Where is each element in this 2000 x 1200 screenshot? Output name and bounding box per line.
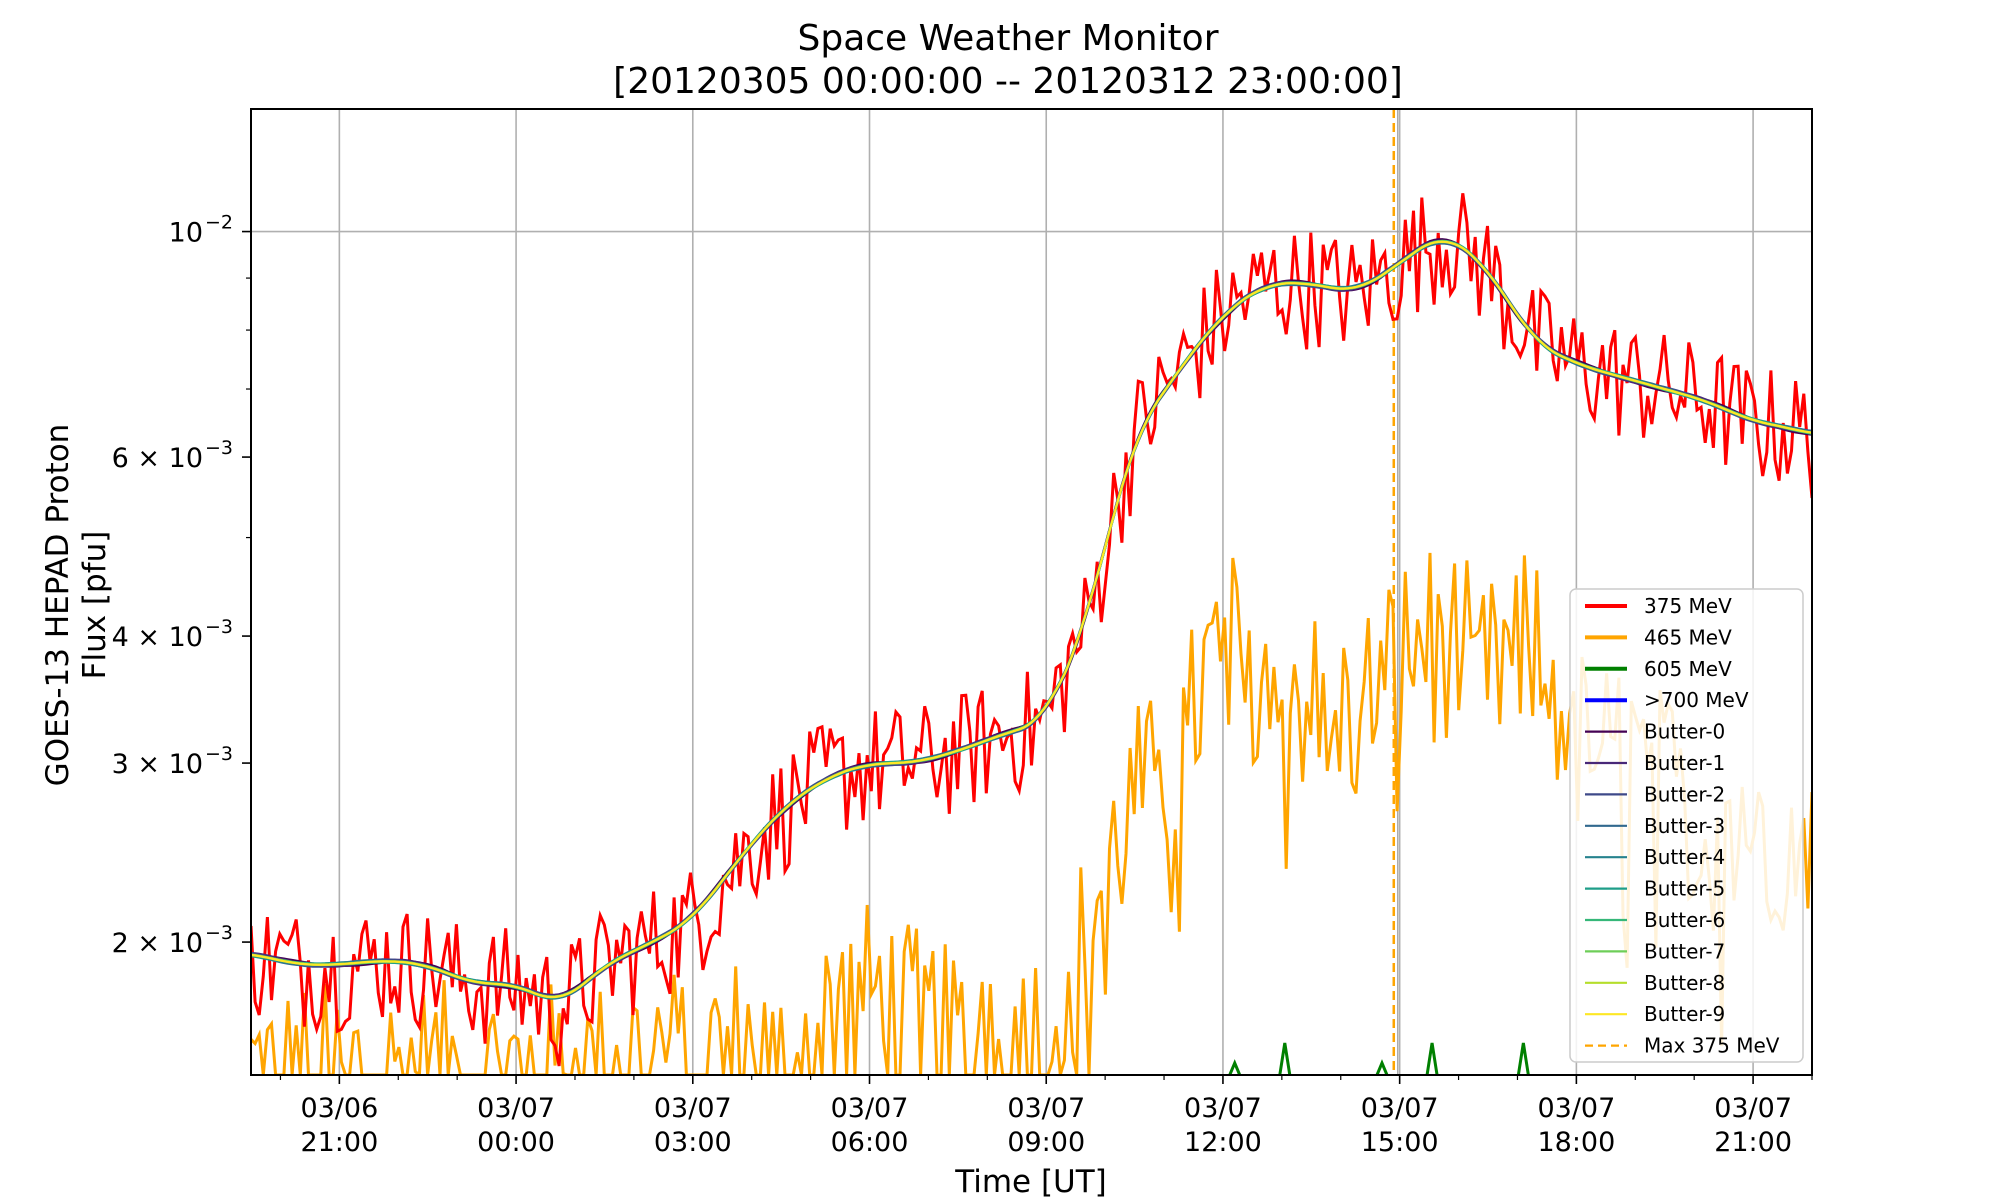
legend-label: 605 MeV [1644,657,1732,681]
y-tick-exponent: −3 [205,437,233,459]
y-tick-label: 10 [169,218,203,249]
series-605-mev-spike [1278,1042,1292,1075]
series-605-mev-spike [1425,1042,1439,1075]
y-tick-exponent: −2 [205,212,233,234]
legend-label: Butter-4 [1644,845,1725,869]
legend-label: Butter-2 [1644,782,1725,806]
legend-label: Butter-7 [1644,939,1725,963]
x-tick-label: 03/07 [1007,1093,1085,1124]
legend-label: Butter-1 [1644,751,1725,775]
x-tick-label: 03/07 [1537,1093,1615,1124]
y-tick-exponent: −3 [205,922,233,944]
legend-label: Butter-0 [1644,720,1725,744]
y-tick-label: 6 × 10 [112,443,203,474]
y-tick-label: 3 × 10 [112,749,203,780]
x-tick-label: 06:00 [831,1127,909,1158]
x-tick-label: 03/07 [1714,1093,1792,1124]
legend-box [1569,588,1804,1063]
series-605-mev-spike [1375,1059,1389,1075]
x-axis-label: Time [UT] [954,1164,1107,1200]
legend-label: Butter-8 [1644,971,1725,995]
x-tick-label: 03/07 [831,1093,909,1124]
legend-label: Butter-6 [1644,908,1725,932]
plot-frame [250,108,1813,1076]
y-tick-exponent: −3 [205,616,233,638]
x-tick-label: 03:00 [654,1127,732,1158]
series-605-mev-spike [1228,1059,1242,1075]
x-tick-label: 21:00 [300,1127,378,1158]
y-axis-ticks: 10 −26 × 10 −34 × 10 −33 × 10 −32 × 10 −3 [112,212,251,959]
legend: 375 MeV 465 MeV 605 MeV >700 MeV Butter-0 But… [1569,588,1804,1063]
max-marker-lines [1392,109,1399,1075]
x-axis-ticks: 03/0621:0003/0700:0003/0703:0003/0706:00… [279,1075,1813,1158]
legend-label: Butter-3 [1644,814,1725,838]
y-axis-label-line2: Flux [pfu] [77,531,113,680]
legend-label: 465 MeV [1644,625,1732,649]
x-tick-label: 09:00 [1007,1127,1085,1158]
y-tick-label: 2 × 10 [112,928,203,959]
x-tick-label: 18:00 [1537,1127,1615,1158]
x-tick-label: 21:00 [1714,1127,1792,1158]
x-tick-label: 03/07 [654,1093,732,1124]
series-lines [251,193,1812,1075]
legend-label: Butter-5 [1644,877,1725,901]
y-tick-label: 4 × 10 [112,622,203,653]
x-tick-label: 03/06 [300,1093,378,1124]
y-axis-label-line1: GOES-13 HEPAD Proton [40,424,76,787]
y-tick-exponent: −3 [205,743,233,765]
x-tick-label: 03/07 [1361,1093,1439,1124]
legend-label: >700 MeV [1644,688,1749,712]
x-tick-label: 15:00 [1361,1127,1439,1158]
chart-subtitle: [20120305 00:00:00 -- 20120312 23:00:00] [613,61,1403,102]
series-375-mev-line [251,193,1812,1067]
legend-label: Butter-9 [1644,1002,1725,1026]
y-axis-label-group: GOES-13 HEPAD Proton Flux [pfu] [40,424,113,787]
legend-label: Max 375 MeV [1644,1034,1780,1058]
legend-label: 375 MeV [1644,594,1732,618]
chart-title: Space Weather Monitor [797,18,1218,59]
series-605-mev-spike [1516,1042,1530,1075]
x-tick-label: 12:00 [1184,1127,1262,1158]
grid-lines [251,109,1812,1075]
series-butter-9-line [251,240,1812,999]
x-tick-label: 03/07 [477,1093,555,1124]
series-465-mev-line [251,552,1812,1075]
x-tick-label: 03/07 [1184,1093,1262,1124]
x-tick-label: 00:00 [477,1127,555,1158]
